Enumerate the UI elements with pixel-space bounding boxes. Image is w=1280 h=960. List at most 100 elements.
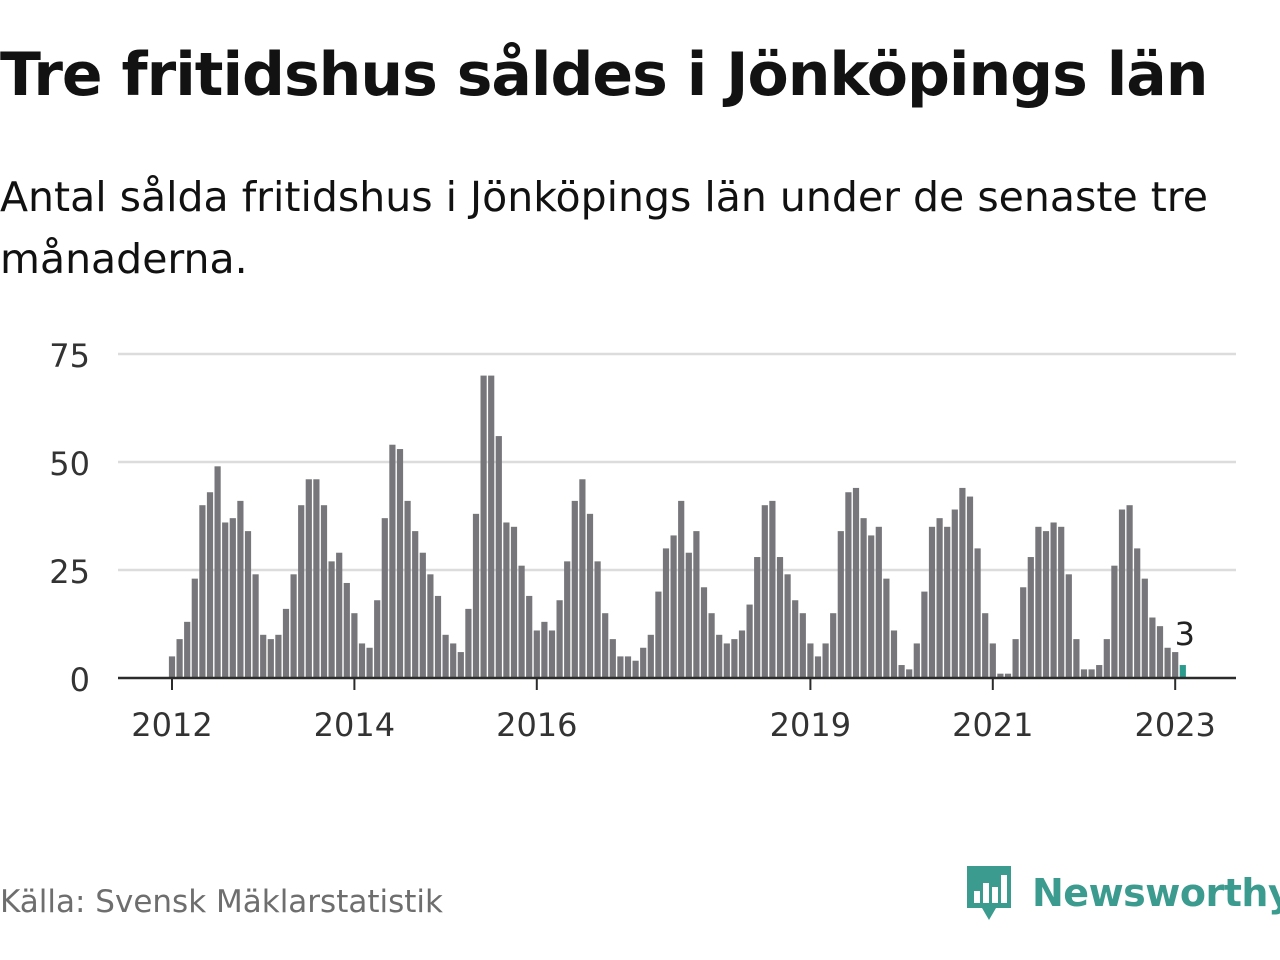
- bar: [298, 505, 305, 678]
- bar: [427, 574, 434, 678]
- bar: [875, 526, 882, 678]
- bar: [1111, 565, 1118, 678]
- bar: [1027, 557, 1034, 678]
- bar: [754, 557, 761, 678]
- bar: [457, 652, 464, 678]
- bar: [624, 656, 632, 678]
- bar: [776, 557, 784, 678]
- bar: [237, 500, 244, 678]
- bar: [1126, 505, 1133, 678]
- bar: [1103, 639, 1110, 678]
- bars: [168, 375, 1186, 678]
- bar: [275, 634, 282, 678]
- bar: [495, 436, 502, 678]
- x-tick-label: 2012: [131, 706, 212, 744]
- bar: [693, 531, 700, 678]
- bar: [1141, 578, 1148, 678]
- bar: [1035, 526, 1042, 678]
- bar: [199, 505, 206, 678]
- bar: [267, 639, 274, 678]
- bar: [358, 643, 366, 678]
- bar: [959, 487, 966, 678]
- bar: [1156, 626, 1164, 678]
- bar: [807, 643, 814, 678]
- bar: [982, 613, 989, 678]
- bar: [320, 505, 328, 678]
- brand-logo[interactable]: Newsworthy: [964, 862, 1280, 924]
- bar: [799, 613, 806, 678]
- bar: [890, 630, 898, 678]
- bar: [579, 479, 586, 678]
- bar: [412, 531, 419, 678]
- bar: [206, 492, 214, 678]
- bar: [1080, 669, 1088, 678]
- y-tick-label: 0: [70, 661, 90, 699]
- bar: [852, 487, 860, 678]
- highlight-value-label: 3: [1175, 615, 1195, 653]
- bar: [434, 595, 442, 678]
- bar: [913, 643, 920, 678]
- bar: [792, 600, 799, 678]
- bar: [168, 656, 176, 678]
- bar: [898, 665, 905, 678]
- bar: [594, 561, 601, 678]
- bar: [1096, 665, 1103, 678]
- bar: [731, 639, 738, 678]
- bar: [389, 444, 396, 678]
- bar: [655, 591, 662, 678]
- bar: [1073, 639, 1080, 678]
- bar: [678, 500, 685, 678]
- bar: [738, 630, 746, 678]
- bar: [450, 643, 457, 678]
- bar: [700, 587, 708, 678]
- bar: [670, 535, 677, 678]
- bar: [252, 574, 259, 678]
- bar: [746, 604, 753, 678]
- bar: [282, 608, 290, 678]
- chart-subtitle: Antal sålda fritidshus i Jönköpings län …: [0, 173, 1208, 283]
- bar: [989, 643, 996, 678]
- source-note: Källa: Svensk Mäklarstatistik: [0, 884, 443, 920]
- x-tick-label: 2019: [770, 706, 851, 744]
- bar: [541, 621, 548, 678]
- bar: [1058, 526, 1065, 678]
- bar: [366, 647, 373, 678]
- bar: [176, 639, 183, 678]
- bar: [685, 552, 692, 678]
- bar: [571, 500, 578, 678]
- highlight-bar: [1179, 665, 1186, 678]
- bar: [837, 531, 844, 678]
- bar: [586, 513, 594, 678]
- bar: [305, 479, 312, 678]
- x-tick-label: 2023: [1134, 706, 1215, 744]
- bar: [229, 518, 236, 678]
- bar: [997, 673, 1004, 678]
- x-tick-label: 2016: [496, 706, 577, 744]
- y-tick-label: 75: [49, 337, 90, 375]
- bar: [442, 634, 449, 678]
- bar: [1050, 522, 1057, 678]
- bar: [1088, 669, 1095, 678]
- bar: [480, 375, 487, 678]
- bar: [1065, 574, 1072, 678]
- bar: [928, 526, 936, 678]
- bar: [609, 639, 616, 678]
- bar: [602, 613, 609, 678]
- bar: [351, 613, 358, 678]
- bar: [556, 600, 563, 678]
- bar: [1134, 548, 1141, 678]
- chart-title: Tre fritidshus såldes i Jönköpings län: [0, 40, 1209, 110]
- bar: [184, 621, 191, 678]
- bar: [1004, 673, 1012, 678]
- bar: [290, 574, 297, 678]
- bar: [328, 561, 335, 678]
- bar: [632, 660, 639, 678]
- x-tick-label: 2021: [952, 706, 1033, 744]
- bar: [974, 548, 981, 678]
- bar: [761, 505, 768, 678]
- bar: [966, 496, 974, 678]
- bar: [260, 634, 267, 678]
- bar: [708, 613, 715, 678]
- bar: [1164, 647, 1171, 678]
- bar: [830, 613, 837, 678]
